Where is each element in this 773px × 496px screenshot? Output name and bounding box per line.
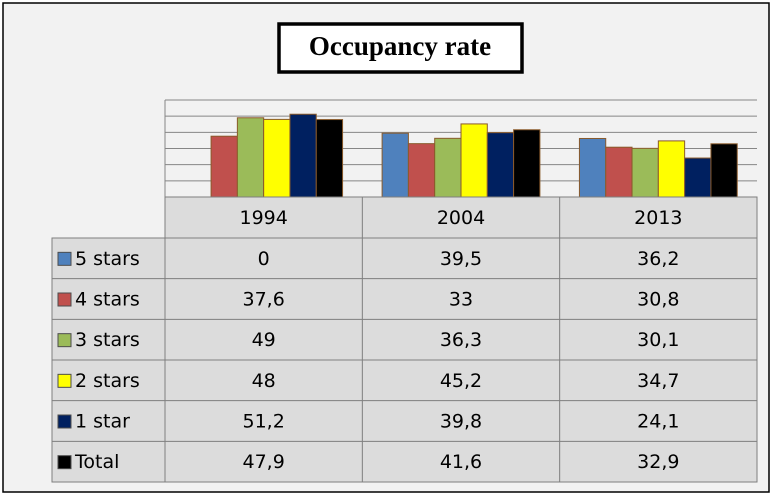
- cell-value: 41,6: [440, 451, 482, 473]
- bar: [460, 123, 488, 198]
- cell-value: 45,2: [440, 370, 482, 392]
- legend-label: 2 stars: [75, 370, 140, 392]
- cell-value: 37,6: [243, 289, 285, 311]
- legend-key: [57, 455, 72, 470]
- legend-key: [57, 373, 72, 388]
- cell-value: 36,3: [440, 329, 482, 351]
- cell-value: 36,2: [637, 248, 679, 270]
- cell-value: 39,5: [440, 248, 482, 270]
- cell-value: 47,9: [243, 451, 285, 473]
- title-box: [277, 22, 524, 74]
- bar: [578, 137, 607, 198]
- cell-value: 48: [252, 370, 276, 392]
- legend-key: [57, 333, 72, 348]
- bar: [263, 118, 291, 198]
- cell-value: 34,7: [637, 370, 679, 392]
- cell-value: 33: [449, 289, 473, 311]
- legend-key: [57, 292, 72, 307]
- bar: [210, 135, 238, 198]
- bar: [486, 132, 515, 198]
- bar: [657, 140, 686, 198]
- bar: [434, 137, 462, 198]
- bar: [407, 143, 436, 198]
- cell-value: 49: [252, 329, 276, 351]
- column-header: 2004: [437, 207, 485, 229]
- bar: [631, 147, 659, 198]
- cell-value: 39,8: [440, 411, 482, 433]
- column-header: 2013: [634, 207, 682, 229]
- cell-value: 32,9: [637, 451, 679, 473]
- bar: [236, 117, 265, 198]
- legend-key: [57, 251, 72, 266]
- bar: [605, 146, 633, 198]
- bar: [289, 113, 317, 198]
- cell-value: 30,1: [637, 329, 679, 351]
- legend-label: Total: [74, 451, 119, 473]
- cell-value: 30,8: [637, 289, 679, 311]
- legend-key: [57, 414, 72, 429]
- legend-label: 5 stars: [75, 248, 140, 270]
- bar: [710, 143, 738, 198]
- legend-label: 3 stars: [75, 329, 140, 351]
- column-header: 1994: [239, 207, 287, 229]
- cell-value: 51,2: [243, 411, 285, 433]
- bar: [381, 132, 409, 198]
- cell-value: 24,1: [637, 411, 679, 433]
- bar: [315, 119, 344, 198]
- legend-label: 4 stars: [75, 289, 140, 311]
- legend-label: 1 star: [75, 411, 130, 433]
- chart-title: Occupancy rate: [309, 31, 491, 61]
- bar: [684, 157, 712, 198]
- bar: [513, 129, 541, 198]
- cell-value: 0: [258, 248, 270, 270]
